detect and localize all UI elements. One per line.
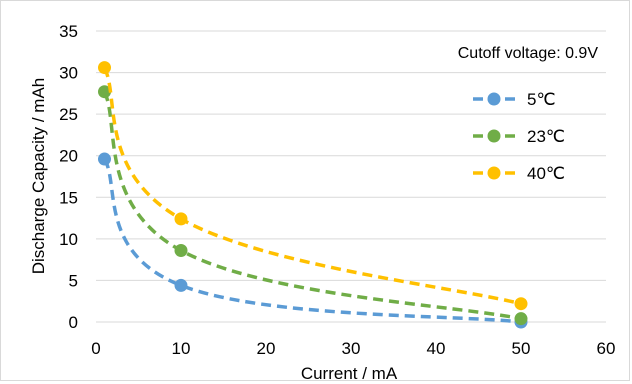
- legend-label: 5℃: [527, 90, 556, 109]
- x-tick-label: 60: [597, 339, 616, 358]
- series-line: [102, 66, 522, 306]
- legend-label: 23℃: [527, 127, 565, 146]
- data-point: [98, 152, 111, 166]
- series-line: [102, 90, 522, 321]
- legend-item: 23℃: [473, 127, 565, 146]
- y-tick-label: 10: [59, 230, 78, 249]
- y-axis-title: Discharge Capacity / mAh: [29, 78, 48, 275]
- legend: 5℃ 23℃ 40℃: [473, 90, 565, 183]
- data-point: [98, 61, 111, 75]
- data-point: [174, 212, 188, 226]
- series-line: [102, 158, 522, 324]
- y-tick-label: 35: [59, 22, 78, 41]
- y-tick-label: 15: [59, 188, 78, 207]
- series: [98, 85, 528, 326]
- y-tick-labels: 0 5 10 15 20 25 30 35: [59, 22, 78, 332]
- data-point: [514, 297, 528, 311]
- legend-marker: [487, 129, 501, 143]
- legend-label: 40℃: [527, 164, 565, 183]
- x-tick-label: 0: [91, 339, 100, 358]
- legend-marker: [487, 92, 501, 106]
- x-axis-title: Current / mA: [301, 364, 398, 383]
- x-tick-labels: 0 10 20 30 40 50 60: [91, 339, 615, 358]
- cutoff-voltage-annotation: Cutoff voltage: 0.9V: [458, 45, 599, 62]
- y-tick-label: 0: [69, 313, 78, 332]
- data-point: [98, 85, 111, 99]
- legend-marker: [487, 166, 501, 180]
- x-tick-label: 30: [342, 339, 361, 358]
- data-point: [174, 278, 188, 292]
- x-tick-label: 20: [257, 339, 276, 358]
- series: [98, 61, 528, 311]
- y-tick-label: 30: [59, 64, 78, 83]
- y-tick-label: 5: [69, 271, 78, 290]
- data-point: [174, 243, 188, 257]
- series-layer: [98, 61, 528, 329]
- legend-item: 40℃: [473, 164, 565, 183]
- data-point: [514, 312, 528, 326]
- legend-item: 5℃: [473, 90, 556, 109]
- y-tick-label: 25: [59, 105, 78, 124]
- x-tick-label: 10: [172, 339, 191, 358]
- x-tick-label: 50: [512, 339, 531, 358]
- y-tick-label: 20: [59, 147, 78, 166]
- x-tick-label: 40: [427, 339, 446, 358]
